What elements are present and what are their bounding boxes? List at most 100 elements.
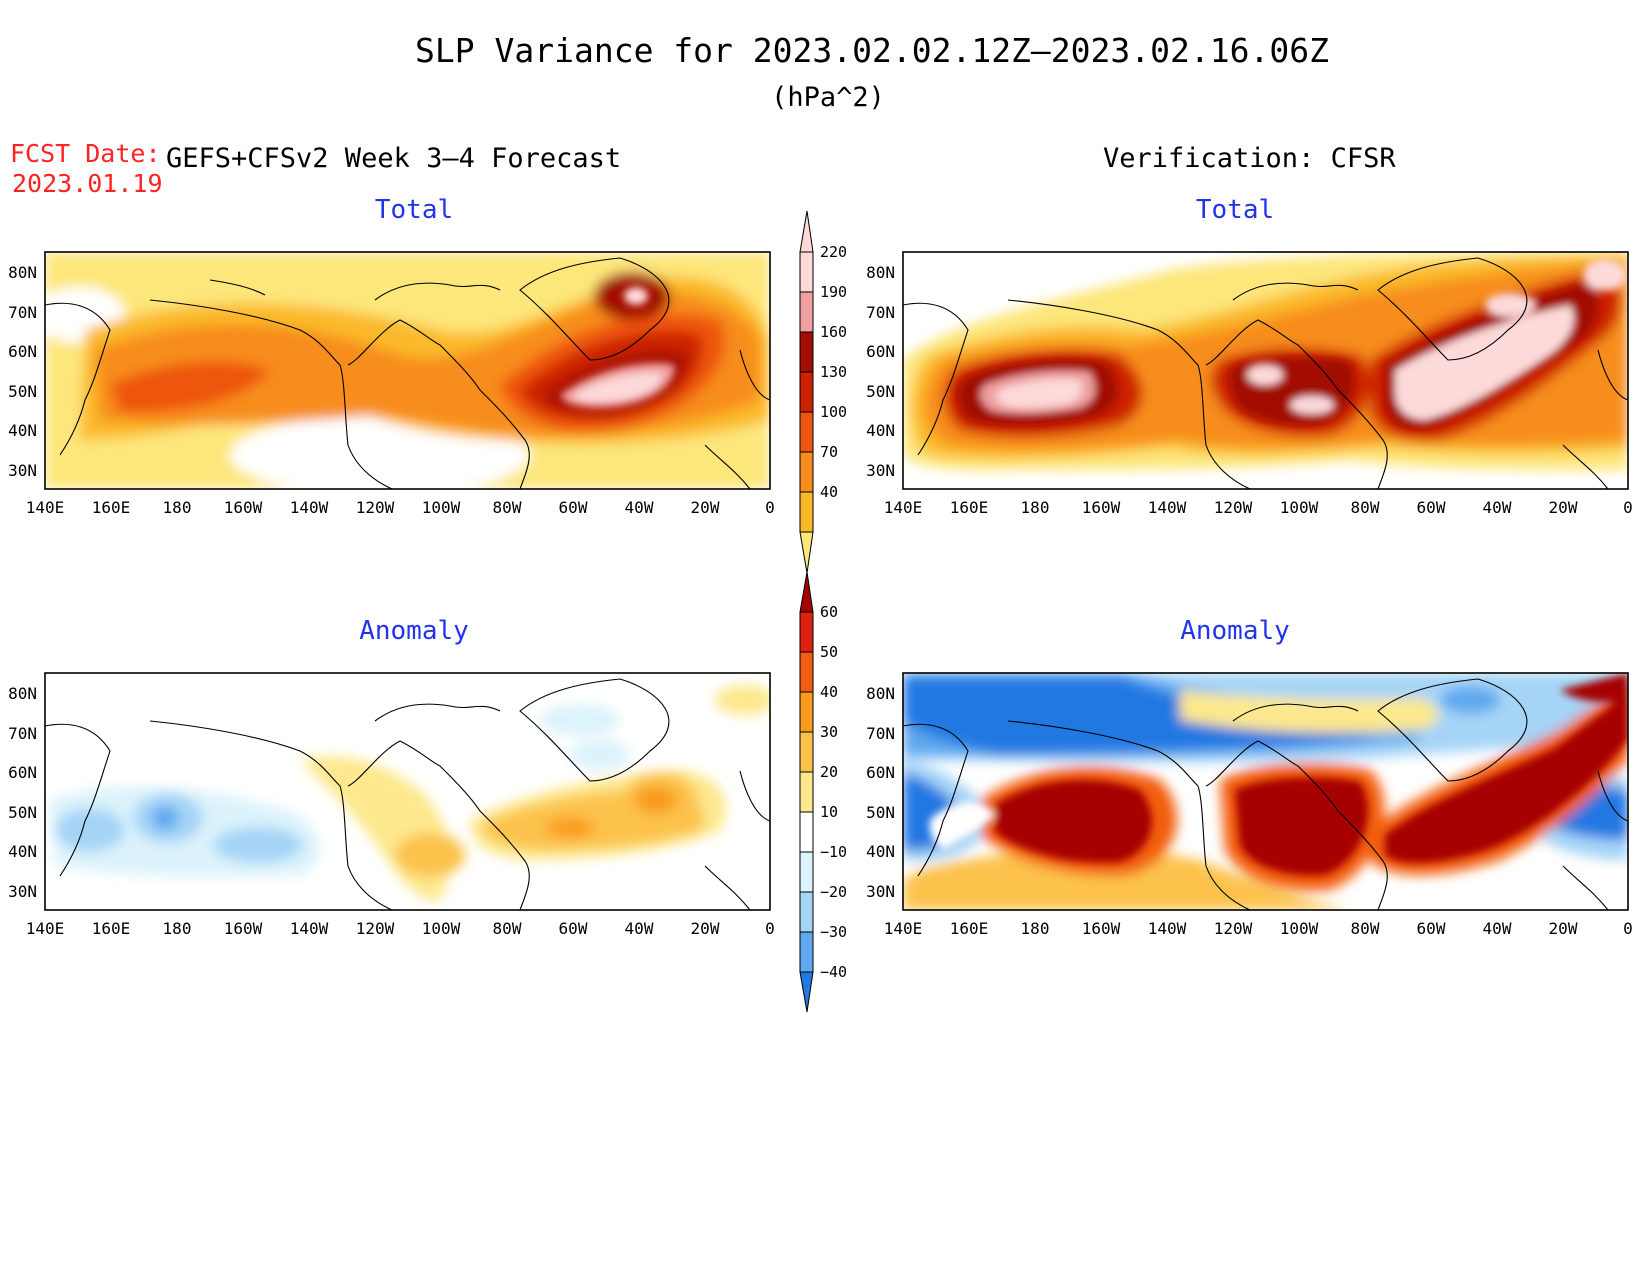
anomaly-colorbar-level: −10 [820,843,847,861]
verification-anomaly-coastlines [903,678,1628,910]
lon-tick: 160W [1082,498,1121,517]
forecast-anomaly-lon-ticks: 140E 160E 180 160W 140W 120W 100W 80W 60… [26,919,775,938]
lon-tick: 160W [224,498,263,517]
forecast-total-label: Total [375,195,453,225]
lon-tick: 140E [884,919,923,938]
lon-tick: 120W [356,498,395,517]
lat-tick: 80N [8,263,37,282]
lat-tick: 60N [8,342,37,361]
lon-tick: 20W [691,498,720,517]
lon-tick: 120W [1214,919,1253,938]
lat-tick: 50N [8,803,37,822]
anomaly-colorbar: 60 50 40 30 20 10 −10 −20 −30 −40 [799,571,847,1013]
total-colorbar-level: 130 [820,363,847,381]
verification-anomaly-label: Anomaly [1180,616,1290,646]
lon-tick: 140E [884,498,923,517]
lat-tick: 40N [866,842,895,861]
lon-tick: 60W [1417,919,1446,938]
figure-title: SLP Variance for 2023.02.02.12Z–2023.02.… [415,31,1329,70]
total-colorbar-level: 220 [820,243,847,261]
lon-tick: 160E [92,919,131,938]
anomaly-colorbar-level: −40 [820,963,847,981]
forecast-anomaly-lat-ticks: 80N 70N 60N 50N 40N 30N [8,684,37,901]
lat-tick: 50N [866,382,895,401]
verification-total-field [903,252,1628,471]
lat-tick: 70N [866,303,895,322]
lon-tick: 40W [625,919,654,938]
forecast-total-lon-ticks: 140E 160E 180 160W 140W 120W 100W 80W 60… [26,498,775,517]
verification-anomaly-lon-ticks: 140E 160E 180 160W 140W 120W 100W 80W 60… [884,919,1633,938]
lon-tick: 180 [163,498,192,517]
lon-tick: 100W [422,498,461,517]
lon-tick: 100W [422,919,461,938]
lat-tick: 60N [8,763,37,782]
lon-tick: 20W [691,919,720,938]
lat-tick: 30N [8,882,37,901]
verification-total-label: Total [1196,195,1274,225]
lon-tick: 120W [1214,498,1253,517]
lat-tick: 80N [866,684,895,703]
lon-tick: 0 [1623,498,1633,517]
verification-title: Verification: CFSR [1103,143,1396,174]
lon-tick: 140W [290,919,329,938]
verification-total-lon-ticks: 140E 160E 180 160W 140W 120W 100W 80W 60… [884,498,1633,517]
verification-anomaly-map: 80N 70N 60N 50N 40N 30N 140E 160E 180 16… [866,672,1633,938]
forecast-total-field [45,252,770,489]
lat-tick: 40N [866,421,895,440]
lon-tick: 80W [493,498,522,517]
forecast-total-lat-ticks: 80N 70N 60N 50N 40N 30N [8,263,37,480]
anomaly-colorbar-level: 30 [820,723,838,741]
lon-tick: 80W [1351,498,1380,517]
lat-tick: 70N [8,724,37,743]
lon-tick: 180 [1021,498,1050,517]
verification-total-map: 80N 70N 60N 50N 40N 30N 140E 160E 180 16… [866,251,1633,517]
lon-tick: 160W [1082,919,1121,938]
lon-tick: 120W [356,919,395,938]
lon-tick: 100W [1280,498,1319,517]
total-colorbar: 220 190 160 130 100 70 40 [799,210,847,574]
forecast-anomaly-frame [44,672,771,911]
lat-tick: 60N [866,342,895,361]
total-colorbar-level: 70 [820,443,838,461]
forecast-anomaly-map: 80N 70N 60N 50N 40N 30N 140E 160E 180 16… [8,672,775,938]
total-colorbar-level: 160 [820,323,847,341]
forecast-anomaly-coastlines [45,678,770,910]
total-colorbar-level: 40 [820,483,838,501]
lon-tick: 140E [26,498,65,517]
lon-tick: 140W [1148,498,1187,517]
forecast-title: GEFS+CFSv2 Week 3–4 Forecast [166,143,621,174]
total-colorbar-level: 100 [820,403,847,421]
lon-tick: 60W [1417,498,1446,517]
lat-tick: 70N [8,303,37,322]
verification-anomaly-frame [902,672,1629,911]
lat-tick: 80N [866,263,895,282]
verification-total-frame [902,251,1629,490]
forecast-anomaly-field [50,685,770,901]
verification-anomaly-field [903,673,1628,910]
forecast-total-map: 80N 70N 60N 50N 40N 30N 140E 160E 180 16… [8,251,775,517]
lat-tick: 50N [866,803,895,822]
lat-tick: 30N [8,461,37,480]
lat-tick: 60N [866,763,895,782]
lat-tick: 70N [866,724,895,743]
lat-tick: 80N [8,684,37,703]
lon-tick: 0 [1623,919,1633,938]
lat-tick: 30N [866,882,895,901]
anomaly-colorbar-level: 10 [820,803,838,821]
anomaly-colorbar-level: 40 [820,683,838,701]
lon-tick: 40W [1483,498,1512,517]
anomaly-colorbar-level: 50 [820,643,838,661]
lon-tick: 20W [1549,919,1578,938]
fcst-date-value: 2023.01.19 [12,169,163,198]
fcst-date-label: FCST Date: [10,139,161,168]
anomaly-colorbar-level: 60 [820,603,838,621]
lon-tick: 160W [224,919,263,938]
lat-tick: 50N [8,382,37,401]
lon-tick: 160E [950,919,989,938]
lon-tick: 40W [625,498,654,517]
verification-anomaly-lat-ticks: 80N 70N 60N 50N 40N 30N [866,684,895,901]
lon-tick: 180 [1021,919,1050,938]
lon-tick: 160E [950,498,989,517]
anomaly-colorbar-level: −30 [820,923,847,941]
total-colorbar-level: 190 [820,283,847,301]
